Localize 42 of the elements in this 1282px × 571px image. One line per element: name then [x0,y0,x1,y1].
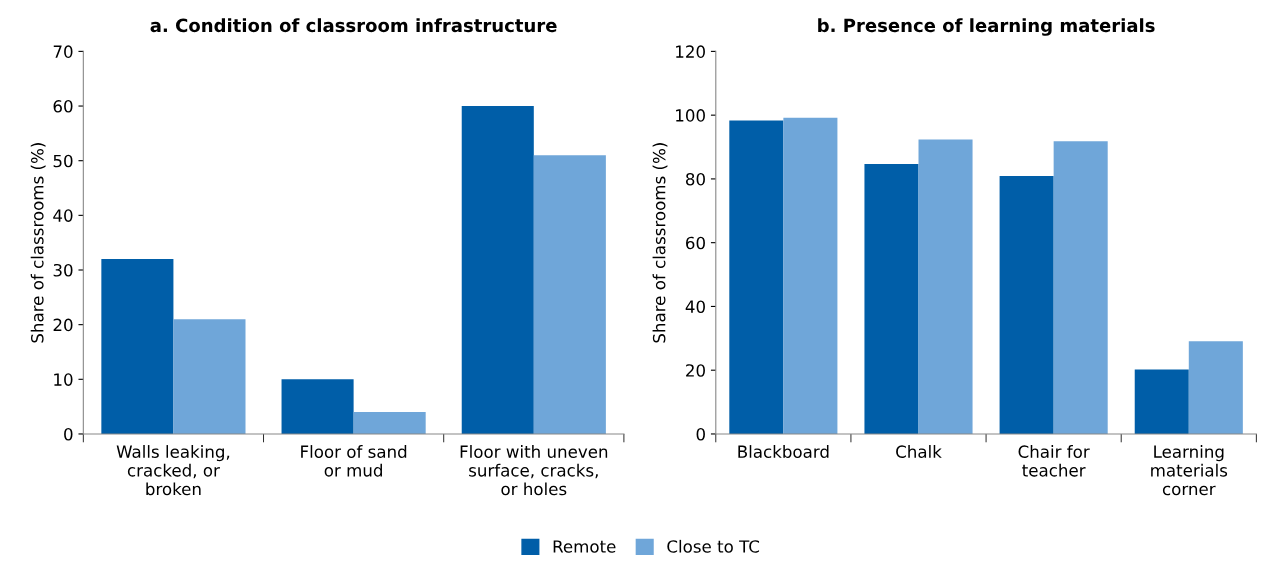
x-tick-label: Learning materials corner [1151,445,1228,496]
legend-label: Remote [553,540,616,553]
x-tick-label: Chalk [896,445,942,458]
bar [461,106,534,434]
bar [101,259,174,434]
bar [533,155,606,434]
y-tick-label: 10 [54,373,73,386]
y-tick-label: 70 [53,45,73,58]
bar [173,319,246,434]
bar [1053,141,1108,434]
bar [783,117,838,434]
y-tick-label: 40 [685,300,705,314]
x-tick-label: Chair for teacher [1018,445,1090,477]
chart-title: a. Condition of classroom infrastructure [150,18,557,33]
y-tick-label: 60 [686,236,705,250]
y-tick-label: 60 [53,100,73,113]
bar [864,163,919,434]
y-tick-label: 0 [696,427,705,441]
legend-label: Close to TC [667,539,760,553]
y-tick-label: 120 [676,45,705,58]
y-tick-label: 100 [676,109,705,122]
y-tick-label: 0 [64,427,73,441]
bar [281,379,354,434]
x-tick-label: Floor of sand or mud [301,445,407,477]
chart-title: b. Presence of learning materials [818,18,1155,36]
y-tick-label: 20 [686,364,705,377]
y-tick-label: 80 [685,172,705,186]
x-tick-label: Blackboard [738,445,829,458]
y-axis-title: Share of classrooms (%) [30,143,46,343]
y-tick-label: 20 [53,318,73,332]
x-tick-label: Floor with uneven surface, cracks, or holes [460,445,608,496]
x-tick-label: Walls leaking, cracked, or broken [116,445,230,496]
bar [729,120,784,434]
y-tick-label: 40 [53,209,73,222]
y-axis-title: Share of classrooms (%) [652,143,668,343]
bar [1188,341,1243,434]
bar [353,412,426,434]
y-tick-label: 50 [53,154,73,168]
bar [1134,369,1189,434]
bar [999,176,1054,434]
y-tick-label: 30 [53,263,73,277]
bar [918,139,973,434]
